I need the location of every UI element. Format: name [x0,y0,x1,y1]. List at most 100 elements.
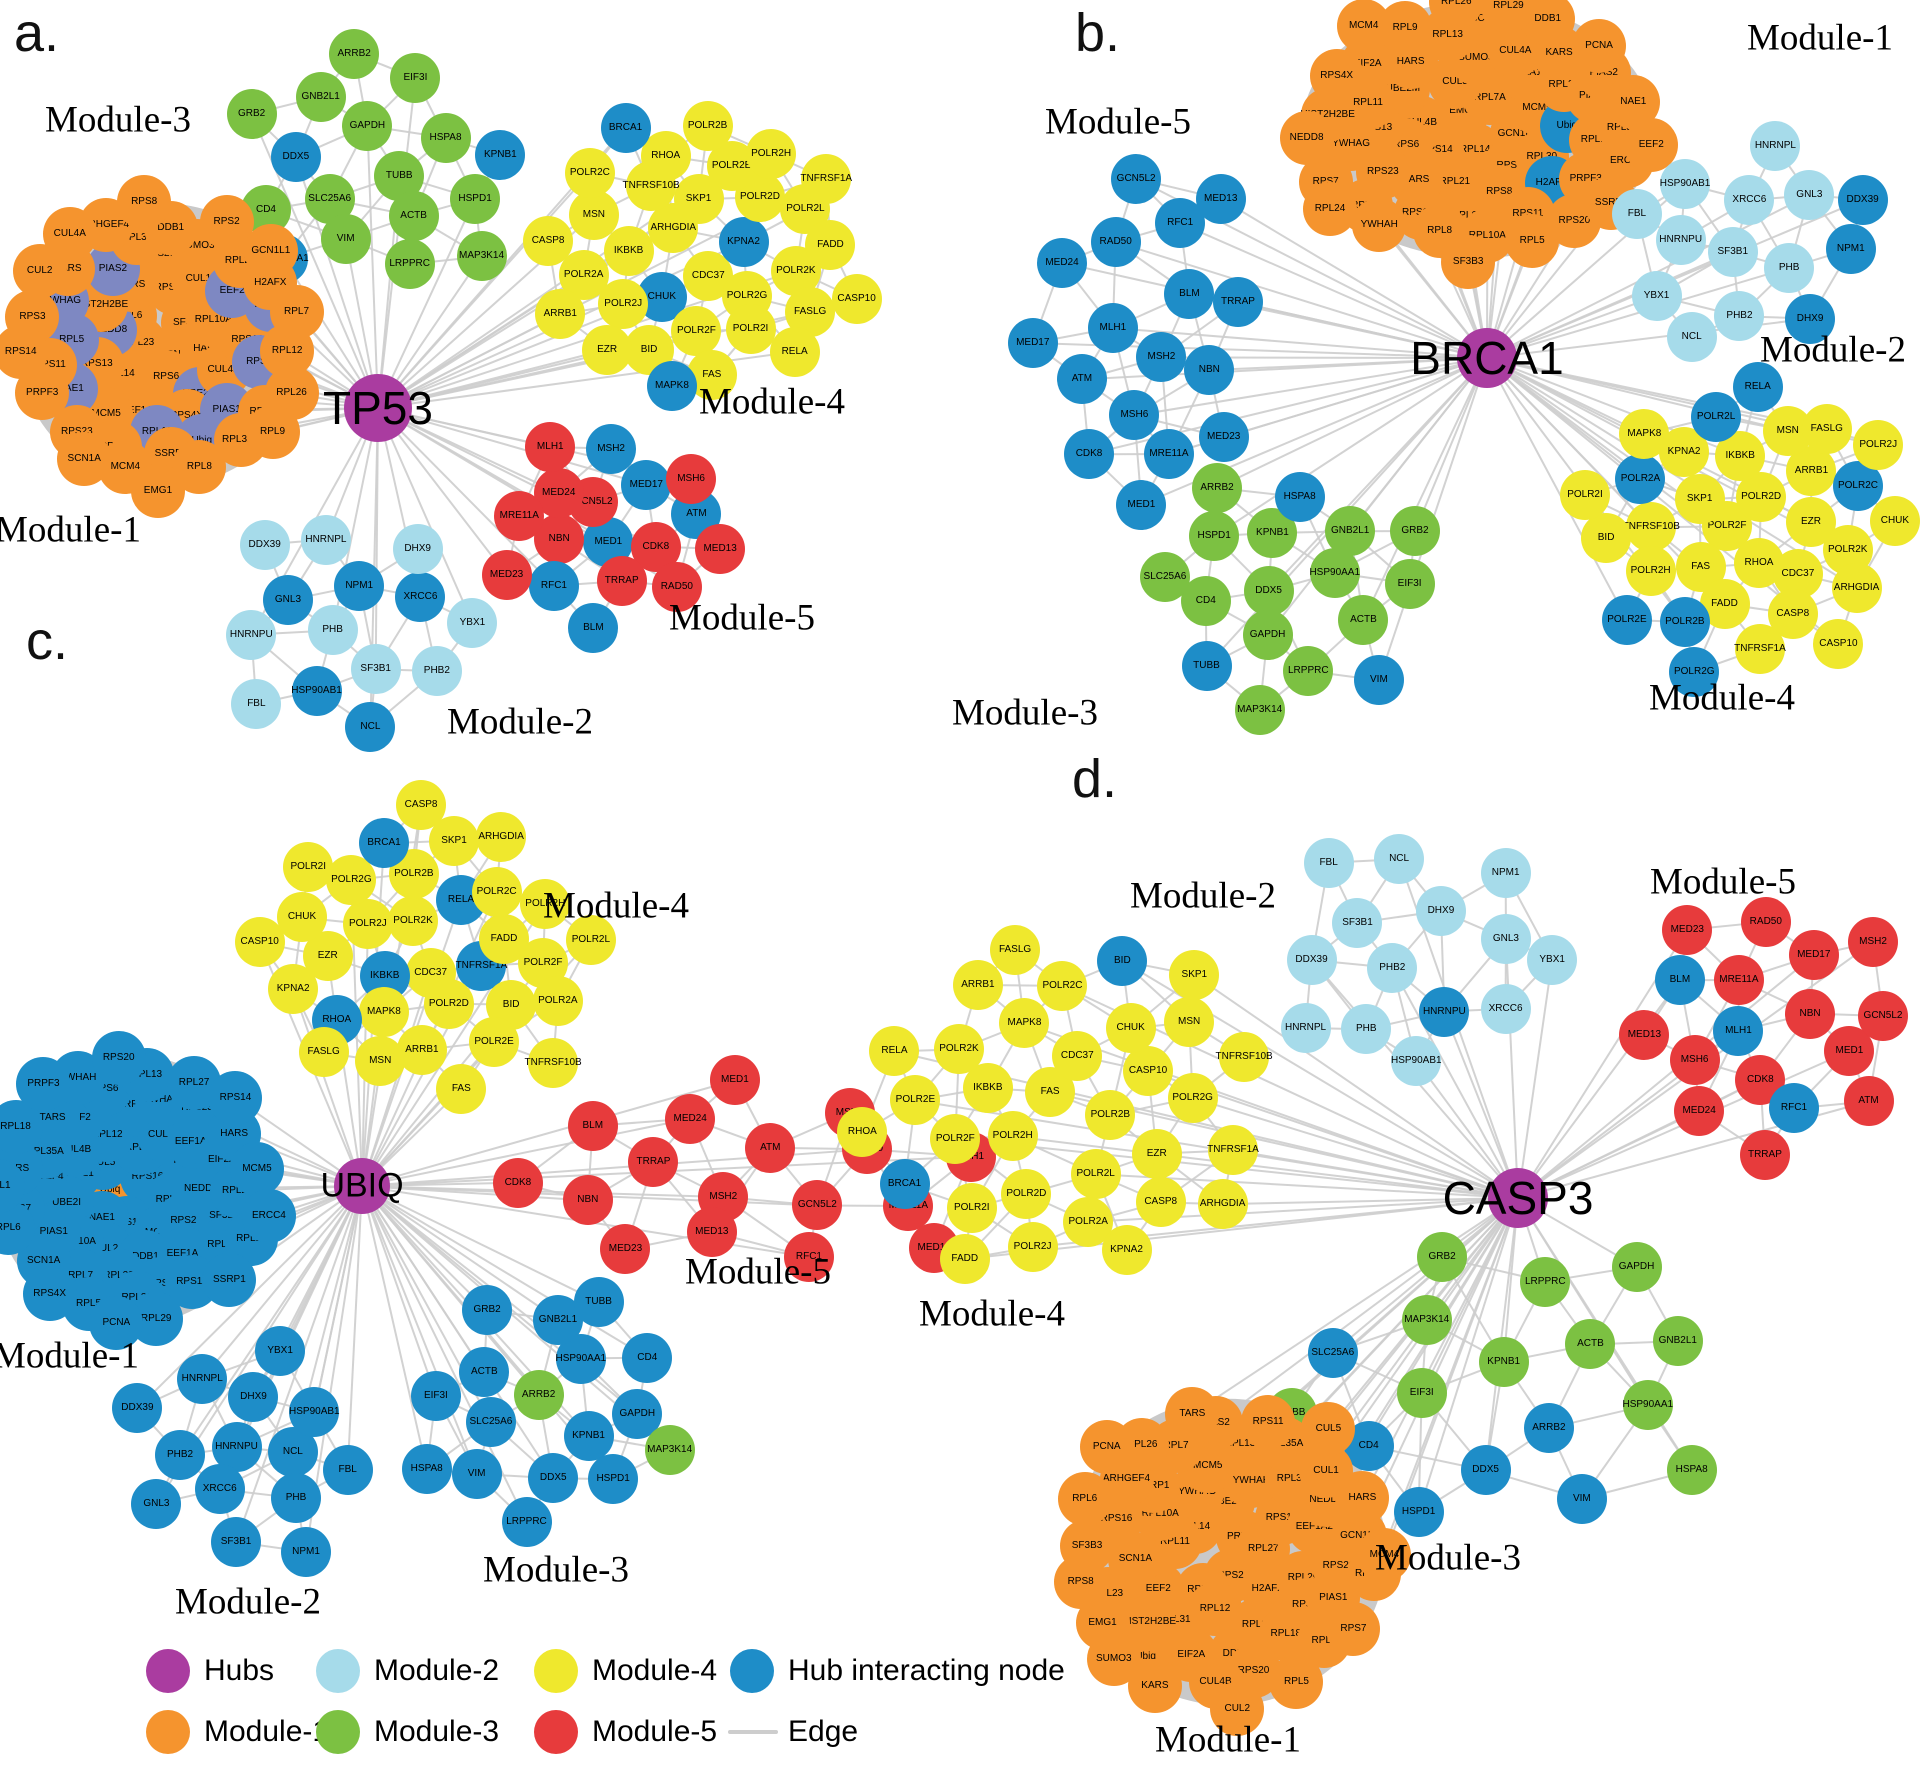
node-HNRNPU: HNRNPU [1419,986,1470,1037]
node-MAP3K14: MAP3K14 [456,231,507,282]
node-EZR: EZR [1131,1128,1182,1179]
node-GNL3: GNL3 [131,1478,182,1529]
node-NPM1: NPM1 [281,1526,332,1577]
node-EIF3I: EIF3I [410,1370,461,1421]
node-MED24: MED24 [1674,1085,1725,1136]
node-MED17: MED17 [1788,930,1839,981]
legend-label-hubs: Hubs [204,1654,275,1687]
node-ATM: ATM [1843,1076,1894,1127]
edge [1115,240,1488,359]
node-RPS4X: RPS4X [22,1266,77,1321]
node-RAD50: RAD50 [1090,216,1141,267]
node-ACTB: ACTB [1565,1319,1616,1370]
node-FASLG: FASLG [1801,404,1852,455]
node-PHB2: PHB2 [1367,942,1418,993]
node-HSP90AB1: HSP90AB1 [291,665,342,716]
legend-swatch-hubs [146,1649,190,1693]
edge [1220,197,1488,359]
node-PHB: PHB [307,605,358,656]
node-GCN5L2: GCN5L2 [1858,991,1908,1042]
node-GNL3: GNL3 [1480,913,1531,964]
node-POLR2E: POLR2E [469,1016,520,1067]
node-RELA: RELA [769,326,820,377]
node-PCNA: PCNA [1079,1420,1134,1475]
node-NPM1: NPM1 [1480,848,1531,899]
module-label-module-2: Module-2 [1130,875,1276,917]
node-BLM: BLM [1164,268,1215,319]
edge [361,1117,691,1187]
node-EMG1: EMG1 [130,463,185,518]
module-label-module-3: Module-3 [45,99,191,141]
node-RPS11: RPS11 [1241,1394,1296,1449]
node-RFC1: RFC1 [1768,1083,1819,1134]
node-YBX1: YBX1 [255,1325,306,1376]
node-RHOA: RHOA [837,1107,888,1158]
node-KPNB1: KPNB1 [1478,1336,1529,1387]
node-XRCC6: XRCC6 [1480,983,1531,1034]
node-TNFRSF10B: TNFRSF10B [1216,1031,1273,1082]
node-DHX9: DHX9 [1785,293,1836,344]
node-HSPD1: HSPD1 [450,173,501,224]
node-RPS20: RPS20 [91,1031,146,1086]
node-MAP3K14: MAP3K14 [644,1425,695,1476]
node-CDK8: CDK8 [492,1157,543,1208]
node-MAPK8: MAPK8 [646,360,697,411]
node-POLR2I: POLR2I [725,304,776,355]
edge [361,1185,486,1373]
node-CASP8: CASP8 [396,780,447,831]
node-GRB2: GRB2 [1417,1232,1468,1283]
node-DDX5: DDX5 [270,132,321,183]
node-FBL: FBL [231,678,282,729]
node-PRPF3: PRPF3 [16,1057,71,1112]
node-MED13: MED13 [686,1206,737,1257]
edge [1443,1011,1519,1199]
edge [1191,1197,1519,1415]
node-SF3B1: SF3B1 [350,644,401,695]
node-MED23: MED23 [481,550,532,600]
module-label-module-2: Module-2 [175,1581,321,1623]
edge [201,1185,363,1380]
edge [1417,1197,1519,1513]
module-label-module-2: Module-2 [1760,329,1906,371]
node-HARS: HARS [1335,1471,1390,1526]
node-KPNA2: KPNA2 [268,963,319,1014]
node-DDX5: DDX5 [1460,1445,1511,1496]
node-HNRNPL: HNRNPL [300,514,351,565]
node-POLR2B: POLR2B [682,101,733,152]
node-POLR2H: POLR2H [1625,546,1676,597]
node-POLR2I: POLR2I [283,842,334,893]
node-POLR2I: POLR2I [946,1182,997,1233]
edge [1024,1022,1519,1199]
node-ARHGDIA: ARHGDIA [1831,563,1882,613]
node-LRPPRC: LRPPRC [384,239,435,290]
legend-swatch-module-2 [316,1649,360,1693]
node-RFC1: RFC1 [783,1232,834,1283]
node-MSH6: MSH6 [1669,1034,1720,1085]
node-PHB: PHB [1764,242,1815,293]
node-MCM4: MCM4 [1357,1528,1412,1583]
node-GNL3: GNL3 [262,575,313,626]
node-RPS2: RPS2 [199,194,254,249]
node-MAPK8: MAPK8 [1619,409,1670,460]
node-POLR2J: POLR2J [342,899,393,950]
node-GRB2: GRB2 [462,1285,513,1336]
node-MSN: MSN [568,189,619,240]
node-MLH1: MLH1 [525,422,576,473]
node-HSP90AB1: HSP90AB1 [289,1387,340,1438]
node-MAPK8: MAPK8 [999,998,1050,1049]
node-CHUK: CHUK [276,892,327,943]
node-GRB2: GRB2 [1389,506,1440,557]
edge [1486,357,1628,621]
node-MED24: MED24 [665,1093,716,1144]
node-MAP3K14: MAP3K14 [1234,685,1285,736]
node-NEDD8: NEDD8 [1279,111,1334,166]
node-DDX39: DDX39 [239,519,290,570]
node-ATM: ATM [1056,354,1107,405]
node-TRRAP: TRRAP [628,1136,679,1187]
node-HNRNPL: HNRNPL [177,1353,228,1404]
module-label-module-1: Module-1 [1747,17,1893,59]
node-CHUK: CHUK [1869,496,1920,547]
edge [377,407,474,624]
module-label-module-4: Module-4 [543,885,689,927]
node-RPL5: RPL5 [1269,1654,1324,1709]
